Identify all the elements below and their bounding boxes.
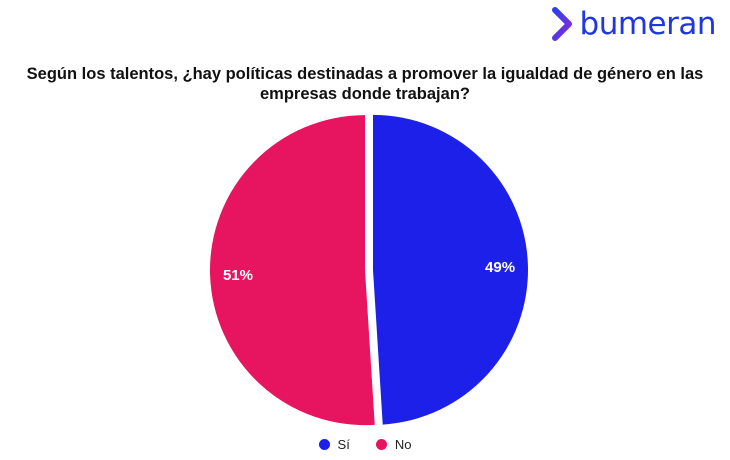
legend-swatch-si — [318, 439, 330, 450]
legend-swatch-no — [375, 439, 387, 450]
legend: Sí No — [0, 437, 730, 452]
pie-label-no: 51% — [223, 267, 253, 284]
brand-name: bumeran — [579, 6, 717, 42]
legend-item-si[interactable]: Sí — [318, 437, 350, 452]
chart-title: Según los talentos, ¿hay políticas desti… — [26, 65, 704, 103]
brand-logo: bumeran — [551, 6, 717, 42]
pie-slice-si[interactable] — [372, 114, 528, 425]
legend-label-no: No — [394, 437, 412, 452]
pie-label-si: 49% — [485, 259, 515, 276]
legend-item-no[interactable]: No — [375, 437, 412, 452]
chevron-icon — [551, 7, 572, 41]
legend-label-si: Sí — [337, 437, 350, 452]
pie-slice-no[interactable] — [210, 115, 375, 426]
